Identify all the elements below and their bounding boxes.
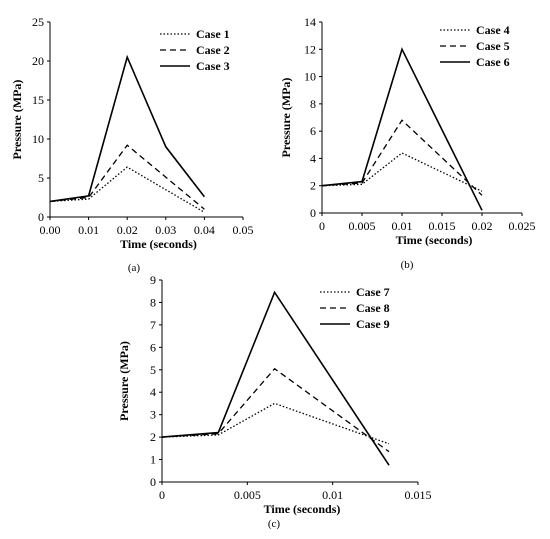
y-tick-label: 25: [32, 15, 44, 29]
series-line-case-6: [321, 47, 483, 211]
x-tick-label: 0.005: [234, 488, 261, 502]
x-tick-label: 0.04: [194, 223, 215, 237]
series-line-case-9: [161, 290, 390, 466]
y-tick-label: 9: [150, 273, 156, 287]
y-tick-label: 0: [310, 206, 316, 220]
series-line-case-7: [161, 402, 390, 445]
panel-label: (b): [401, 259, 414, 271]
series-line-case-8: [161, 367, 390, 453]
y-tick-label: 10: [32, 132, 44, 146]
x-tick-label: 0.01: [322, 488, 343, 502]
y-tick-label: 14: [304, 15, 316, 29]
y-tick-label: 4: [310, 151, 316, 165]
x-axis-label: Time (seconds): [396, 233, 473, 247]
x-tick-label: 0.02: [472, 219, 493, 233]
y-tick-label: 20: [32, 54, 44, 68]
y-tick-label: 15: [32, 93, 44, 107]
y-axis-label: Pressure (MPa): [10, 80, 24, 160]
legend-label: Case 6: [476, 55, 510, 69]
x-tick-label: 0.015: [429, 219, 456, 233]
y-axis-label: Pressure (MPa): [279, 78, 293, 158]
legend-label: Case 5: [476, 39, 510, 53]
x-axis-label: Time (seconds): [264, 502, 341, 516]
x-tick-label: 0.015: [405, 488, 432, 502]
chart-panel-1: 0 5 10 15 20 25 0.00 0.01 0.02 0.03 0.04 0.05 Time (…: [10, 15, 254, 274]
chart-panel-3: 0 1 2 3 4 5 6 7 8 9 0 0.005 0.01 0.015 Time (seconds) P…: [117, 273, 432, 530]
y-tick-label: 12: [304, 42, 316, 56]
x-tick-label: 0.01: [392, 219, 413, 233]
legend-label: Case 7: [356, 285, 390, 299]
panel-label: (c): [268, 518, 281, 530]
series-line-case-3: [49, 54, 206, 203]
y-tick-label: 4: [150, 385, 156, 399]
series-line-case-2: [49, 144, 205, 210]
y-tick-label: 5: [38, 171, 44, 185]
x-tick-label: 0.01: [78, 223, 99, 237]
y-tick-label: 6: [150, 340, 156, 354]
x-tick-label: 0.005: [349, 219, 376, 233]
y-tick-label: 0: [38, 210, 44, 224]
x-tick-label: 0.00: [40, 223, 61, 237]
legend-label: Case 9: [356, 317, 390, 331]
legend-label: Case 3: [196, 59, 230, 73]
legend-label: Case 2: [196, 43, 230, 57]
x-tick-label: 0: [319, 219, 325, 233]
y-tick-label: 6: [310, 124, 316, 138]
panel-label: (a): [128, 262, 141, 274]
x-tick-label: 0.05: [233, 223, 254, 237]
chart-panel-2: 0 2 4 6 8 10 12 14 0 0.005 0.01 0.015 0.02 0.025 Time …: [279, 15, 536, 271]
y-tick-label: 2: [310, 179, 316, 193]
legend-label: Case 1: [196, 27, 230, 41]
y-tick-label: 3: [150, 408, 156, 422]
legend-label: Case 4: [476, 23, 510, 37]
y-tick-label: 8: [150, 295, 156, 309]
legend-label: Case 8: [356, 301, 390, 315]
y-tick-label: 2: [150, 430, 156, 444]
y-tick-label: 5: [150, 363, 156, 377]
x-tick-label: 0.025: [509, 219, 536, 233]
y-axis-label: Pressure (MPa): [117, 341, 131, 421]
y-tick-label: 7: [150, 318, 156, 332]
y-tick-label: 10: [304, 70, 316, 84]
x-tick-label: 0.03: [155, 223, 176, 237]
x-tick-label: 0: [159, 488, 165, 502]
y-tick-label: 1: [150, 453, 156, 467]
y-tick-label: 0: [150, 475, 156, 489]
y-tick-label: 8: [310, 97, 316, 111]
x-tick-label: 0.02: [117, 223, 138, 237]
x-axis-label: Time (seconds): [120, 237, 197, 251]
series-line-case-1: [49, 166, 205, 213]
